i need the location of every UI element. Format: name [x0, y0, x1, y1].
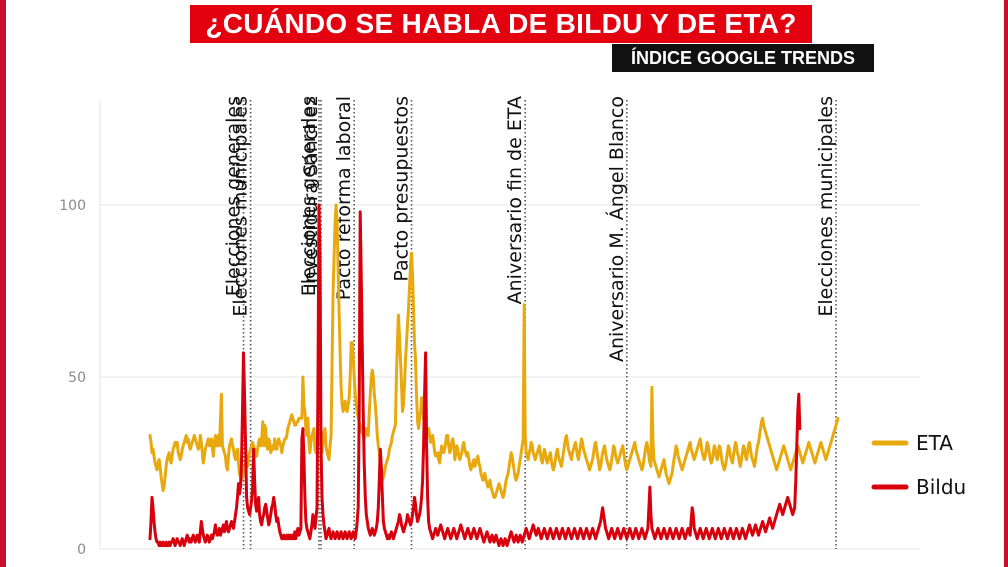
event-label: Pacto presupuestos: [391, 96, 413, 282]
event-label: Elecciones municipales: [815, 96, 837, 317]
y-axis-ticks: 0 50 100: [59, 198, 86, 558]
event-label: Pacto reforma laboral: [333, 96, 355, 300]
event-label: Elecciones generales: [298, 96, 320, 296]
grid-lines: [99, 100, 920, 550]
chart-subtitle: ÍNDICE GOOGLE TRENDS: [612, 44, 874, 72]
right-frame-border: [1004, 0, 1008, 567]
legend: ETA Bildu: [871, 431, 966, 499]
y-tick-label: 50: [68, 370, 86, 386]
chart-title: ¿CUÁNDO SE HABLA DE BILDU Y DE ETA?: [190, 5, 812, 43]
legend-label-eta: ETA: [916, 431, 953, 455]
series-line-bildu: [148, 203, 802, 548]
left-frame-border: [0, 0, 6, 567]
event-label: Aniversario M. Ángel Blanco: [605, 96, 628, 362]
event-label: Aniversario fin de ETA: [504, 96, 526, 304]
event-label: Elecciones generales: [223, 96, 245, 296]
data-series: [148, 203, 840, 548]
event-label: Investidura Sánchez: [300, 96, 322, 289]
event-label: Elecciones municipales: [230, 96, 252, 317]
y-tick-label: 0: [77, 542, 86, 558]
legend-label-bildu: Bildu: [916, 475, 966, 499]
series-line-eta: [148, 203, 840, 499]
y-tick-label: 100: [59, 198, 86, 214]
